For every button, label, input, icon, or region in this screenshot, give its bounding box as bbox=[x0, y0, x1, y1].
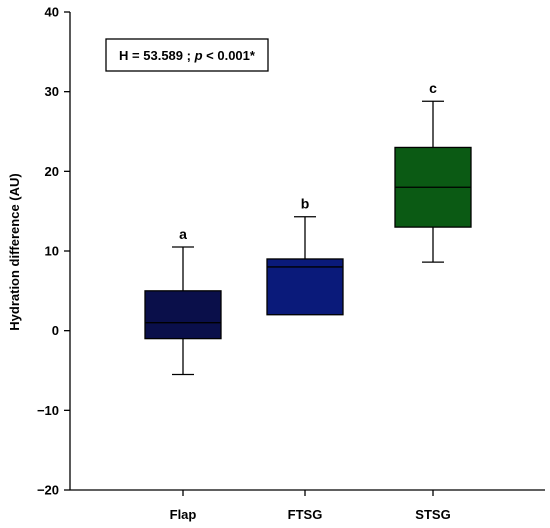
iqr-box bbox=[266, 258, 344, 316]
y-tick-label: 0 bbox=[52, 323, 59, 338]
box-group-stsg: c bbox=[394, 80, 472, 263]
significance-letter: b bbox=[301, 196, 310, 212]
x-tick-label: STSG bbox=[415, 507, 450, 522]
y-axis-label: Hydration difference (AU) bbox=[7, 173, 22, 330]
statistic-prefix: H = 53.589 ; bbox=[119, 48, 195, 63]
statistic-text: H = 53.589 ; p < 0.001* bbox=[119, 48, 256, 63]
y-tick-label: 40 bbox=[45, 5, 59, 20]
y-tick-label: 20 bbox=[45, 164, 59, 179]
box-group-ftsg: b bbox=[266, 196, 344, 316]
iqr-box bbox=[144, 290, 222, 340]
boxes: a b c bbox=[144, 80, 472, 376]
x-tick-label: FTSG bbox=[288, 507, 323, 522]
statistic-box bbox=[105, 38, 269, 72]
significance-letter: a bbox=[179, 226, 187, 242]
y-tick-label: 10 bbox=[45, 244, 59, 259]
significance-letter: c bbox=[429, 80, 437, 96]
statistic-annotation: H = 53.589 ; p < 0.001* bbox=[105, 38, 269, 72]
y-tick-label: −10 bbox=[37, 403, 59, 418]
box-group-flap: a bbox=[144, 226, 222, 376]
y-tick-label: −20 bbox=[37, 483, 59, 498]
x-tick-label: Flap bbox=[170, 507, 197, 522]
p-symbol: p bbox=[194, 48, 203, 63]
axes: −20 −10 0 10 20 30 40 Flap FTSG STSG bbox=[37, 5, 545, 522]
y-tick-label: 30 bbox=[45, 84, 59, 99]
statistic-suffix: < 0.001* bbox=[203, 48, 256, 63]
